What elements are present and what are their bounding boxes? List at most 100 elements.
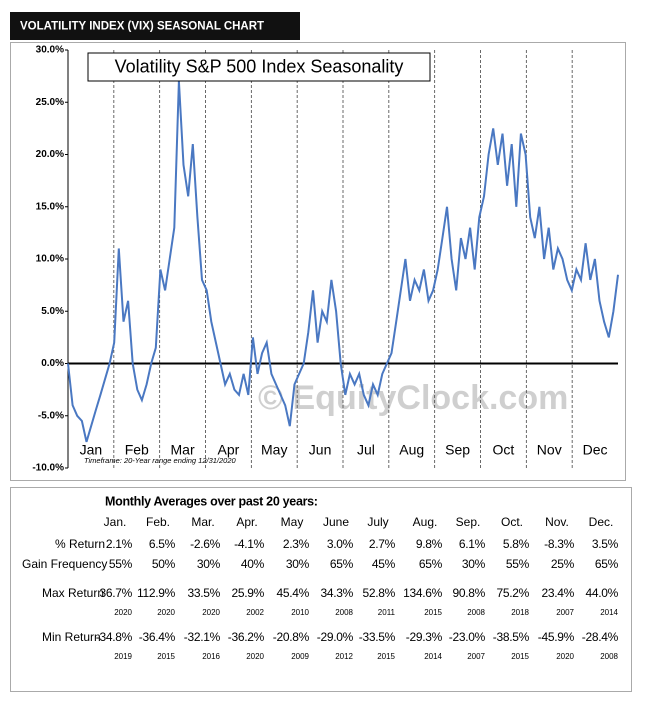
watermark: © EquityClock.com xyxy=(258,379,568,417)
cell-value: 65% xyxy=(330,557,354,571)
cell-value: 2.1% xyxy=(106,537,133,551)
row-label: % Return xyxy=(55,537,105,551)
cell-year: 2007 xyxy=(467,652,485,661)
column-header: Sep. xyxy=(456,515,481,529)
y-tick-label: -10.0% xyxy=(32,463,64,474)
x-tick-label: Sep xyxy=(445,442,470,458)
cell-value: -38.5% xyxy=(493,630,530,644)
cell-value: 5.8% xyxy=(503,537,530,551)
column-header: Aug. xyxy=(413,515,438,529)
x-tick-label: Mar xyxy=(171,442,195,458)
chart-frame xyxy=(10,42,626,481)
chart-title-box xyxy=(87,52,431,82)
cell-value: -28.4% xyxy=(582,630,619,644)
cell-value: 90.8% xyxy=(452,586,485,600)
cell-value: -29.3% xyxy=(406,630,443,644)
x-tick-label: Dec xyxy=(583,442,608,458)
cell-year: 2012 xyxy=(335,652,353,661)
y-tick-label: -5.0% xyxy=(38,410,64,421)
row-label: Max Return xyxy=(42,586,104,600)
cell-value: -34.8% xyxy=(96,630,133,644)
cell-value: 75.2% xyxy=(496,586,529,600)
cell-year: 2020 xyxy=(556,652,574,661)
cell-value: -20.8% xyxy=(273,630,310,644)
column-header: Jan. xyxy=(104,515,127,529)
column-header: Oct. xyxy=(501,515,523,529)
cell-value: 55% xyxy=(506,557,530,571)
table: Monthly Averages over past 20 years: Jan.… xyxy=(22,494,619,661)
cell-year: 2020 xyxy=(157,608,175,617)
timeframe-note: Timeframe: 20-Year range ending 12/31/20… xyxy=(84,456,237,465)
cell-value: 52.8% xyxy=(362,586,395,600)
cell-value: 134.6% xyxy=(403,586,443,600)
y-tick-label: 5.0% xyxy=(41,306,64,317)
cell-value: -2.6% xyxy=(190,537,220,551)
cell-value: 50% xyxy=(152,557,176,571)
cell-value: 112.9% xyxy=(137,586,176,600)
cell-year: 2020 xyxy=(202,608,220,617)
cell-year: 2007 xyxy=(556,608,574,617)
chart: © EquityClock.com Jan Feb Mar Apr May Jun Jul Au… xyxy=(32,45,619,474)
cell-value: 30% xyxy=(286,557,310,571)
y-tick-label: 15.0% xyxy=(36,201,64,212)
cell-year: 2018 xyxy=(511,608,529,617)
x-tick-label: Jul xyxy=(357,442,375,458)
cell-year: 2019 xyxy=(114,652,132,661)
seasonal-line xyxy=(67,81,619,443)
column-header: May xyxy=(281,515,304,529)
y-tick-label: 0.0% xyxy=(41,358,64,369)
x-tick-label: Apr xyxy=(218,442,240,458)
cell-year: 2010 xyxy=(291,608,309,617)
y-tick-label: 25.0% xyxy=(36,97,64,108)
x-tick-label: May xyxy=(261,442,287,458)
cell-value: 2.3% xyxy=(283,537,310,551)
cell-value: 9.8% xyxy=(416,537,443,551)
cell-value: 44.0% xyxy=(585,586,618,600)
cell-year: 2008 xyxy=(467,608,485,617)
cell-year: 2016 xyxy=(202,652,220,661)
cell-value: 2.7% xyxy=(369,537,396,551)
column-header: Feb. xyxy=(146,515,170,529)
column-header: June xyxy=(323,515,349,529)
cell-year: 2008 xyxy=(600,652,618,661)
cell-value: 45% xyxy=(372,557,396,571)
cell-year: 2015 xyxy=(424,608,442,617)
cell-year: 2011 xyxy=(378,608,396,617)
y-tick-label: 30.0% xyxy=(36,45,64,56)
y-tick-label: 10.0% xyxy=(36,254,64,265)
cell-year: 2015 xyxy=(377,652,395,661)
column-header: Dec. xyxy=(589,515,614,529)
cell-year: 2014 xyxy=(600,608,618,617)
y-tick-label: 20.0% xyxy=(36,149,64,160)
cell-value: -23.0% xyxy=(449,630,486,644)
header-bar xyxy=(10,12,300,40)
cell-year: 2015 xyxy=(157,652,175,661)
cell-value: 25.9% xyxy=(231,586,264,600)
cell-value: 36.7% xyxy=(99,586,132,600)
cell-value: 3.5% xyxy=(592,537,619,551)
cell-value: 65% xyxy=(595,557,619,571)
column-header: Apr. xyxy=(236,515,257,529)
x-tick-label: Nov xyxy=(537,442,562,458)
cell-value: 65% xyxy=(419,557,443,571)
cell-value: 25% xyxy=(551,557,575,571)
column-header: Mar. xyxy=(191,515,214,529)
cell-value: -45.9% xyxy=(538,630,575,644)
cell-value: 3.0% xyxy=(327,537,354,551)
cell-year: 2008 xyxy=(335,608,353,617)
x-tick-label: Jun xyxy=(309,442,332,458)
column-header: July xyxy=(367,515,388,529)
cell-value: -36.4% xyxy=(139,630,176,644)
cell-value: 55% xyxy=(109,557,133,571)
cell-value: 6.5% xyxy=(149,537,176,551)
x-tick-label: Jan xyxy=(80,442,103,458)
row-label: Min Return xyxy=(42,630,101,644)
cell-value: -8.3% xyxy=(544,537,574,551)
header-title: VOLATILITY INDEX (VIX) SEASONAL CHART xyxy=(20,21,264,33)
cell-value: 40% xyxy=(241,557,265,571)
cell-value: 30% xyxy=(462,557,486,571)
x-tick-label: Feb xyxy=(125,442,149,458)
cell-value: -4.1% xyxy=(234,537,264,551)
